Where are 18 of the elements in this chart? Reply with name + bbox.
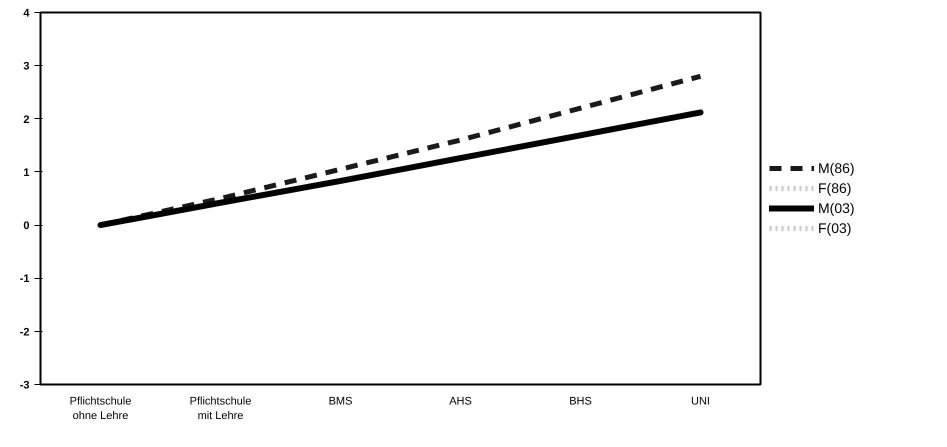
y-tick-label: -3: [20, 380, 30, 392]
legend-label: M(03): [818, 200, 856, 216]
y-tick-label: 0: [23, 220, 30, 232]
legend-label: F(03): [818, 220, 852, 236]
y-tick-label: 4: [23, 8, 30, 20]
x-tick-label: Pflichtschule mit Lehre: [190, 396, 252, 422]
y-tick-label: 1: [23, 166, 30, 179]
y-tick-label: 2: [23, 114, 30, 126]
y-tick-label: -2: [20, 326, 30, 338]
legend-label: M(86): [818, 160, 856, 176]
x-tick-label: BMS: [328, 396, 352, 408]
legend-label: F(86): [818, 180, 852, 196]
x-tick-label: BHS: [569, 396, 592, 408]
x-tick-label: AHS: [449, 396, 472, 408]
x-tick-label: UNI: [691, 396, 710, 408]
y-tick-label: -1: [20, 273, 30, 286]
y-tick-label: 3: [23, 60, 30, 73]
x-tick-label: Pflichtschule ohne Lehre: [70, 396, 132, 422]
